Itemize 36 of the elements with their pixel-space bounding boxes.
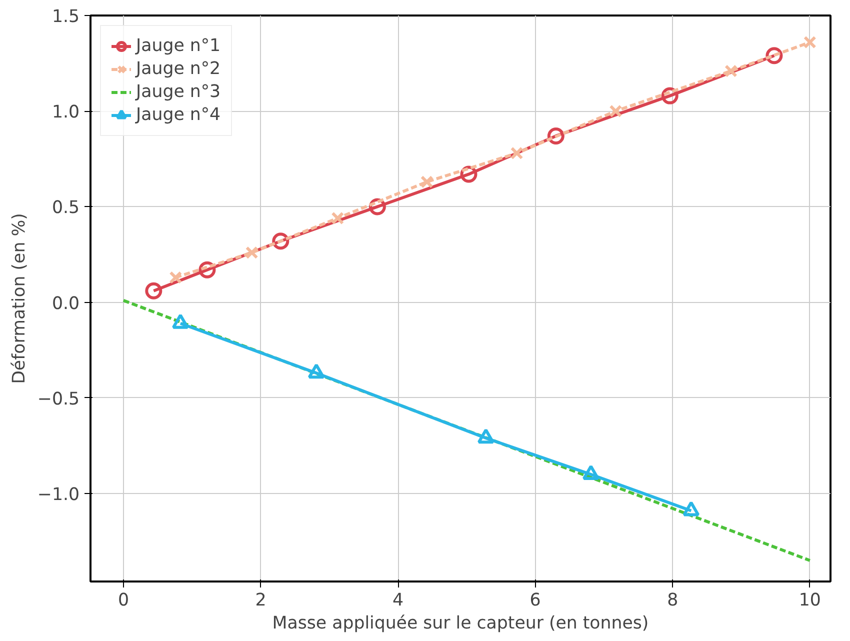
- point: [169, 271, 182, 284]
- point: [609, 104, 622, 118]
- point: [245, 246, 258, 260]
- legend-label: Jauge n°1: [136, 36, 221, 56]
- point: [661, 87, 678, 104]
- legend-label: Jauge n°3: [136, 82, 221, 102]
- x-tick-label: 10: [798, 590, 821, 610]
- point: [510, 146, 524, 160]
- point: [724, 64, 738, 78]
- y-tick-label: −0.5: [37, 389, 80, 410]
- point: [145, 282, 162, 300]
- point: [766, 47, 783, 64]
- legend-label: Jauge n°2: [136, 59, 221, 79]
- point: [172, 314, 189, 329]
- x-tick-label: 2: [255, 590, 266, 610]
- legend-label: Jauge n°4: [136, 105, 221, 125]
- x-axis-title: Masse appliquée sur le capteur (en tonnes): [272, 614, 649, 634]
- x-tick-label: 4: [392, 590, 404, 610]
- y-tick-label: 0.5: [52, 198, 80, 218]
- point: [547, 127, 564, 144]
- point: [198, 261, 216, 278]
- y-tick-label: 0.0: [52, 294, 80, 314]
- x-tick-label: 6: [530, 590, 541, 610]
- y-tick-label: 1.0: [52, 102, 80, 123]
- y-tick-label: 1.5: [52, 7, 80, 27]
- point: [331, 212, 344, 225]
- point: [803, 36, 816, 49]
- y-axis-title: Déformation (en %): [9, 213, 30, 384]
- x-tick-label: 8: [667, 590, 678, 610]
- point: [308, 363, 325, 379]
- point: [477, 428, 494, 444]
- point: [420, 175, 434, 188]
- x-tick-label: 0: [118, 590, 129, 610]
- y-tick-label: −1.0: [37, 485, 80, 506]
- point: [682, 501, 700, 516]
- point: [582, 464, 600, 480]
